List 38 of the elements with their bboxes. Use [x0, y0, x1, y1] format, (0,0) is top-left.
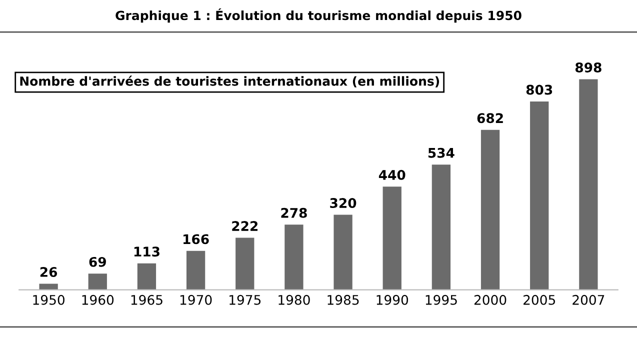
bar [236, 238, 254, 290]
bar [284, 224, 304, 290]
x-tick-label: 2000 [474, 294, 506, 305]
x-tick-label: 2007 [572, 294, 604, 305]
bar [334, 214, 352, 290]
bar [579, 79, 598, 290]
bar [432, 164, 451, 290]
x-tick-label: 1990 [376, 294, 408, 305]
x-tick-label: 1995 [426, 294, 457, 305]
x-tick-label: 1980 [278, 294, 310, 305]
bar [530, 101, 549, 290]
data-label: 166 [184, 234, 209, 244]
data-label: 69 [89, 256, 106, 267]
data-label: 113 [134, 246, 160, 257]
bar [480, 130, 500, 290]
data-label: 534 [428, 148, 454, 158]
x-tick-label: 1965 [131, 294, 162, 305]
x-tick-label: 1970 [180, 294, 212, 305]
chart-title: Graphique 1 : Évolution du tourisme mondial depuis 1950 [116, 8, 522, 23]
bar [382, 186, 402, 290]
bar [88, 274, 107, 290]
bar [137, 263, 156, 290]
x-tick-label: 1985 [328, 294, 359, 305]
bar [186, 250, 206, 290]
x-tick-label: 2005 [524, 294, 555, 305]
x-tick-label: 1950 [33, 294, 64, 305]
data-label: 898 [575, 62, 602, 72]
x-tick-label: 1975 [230, 294, 261, 305]
data-label: 222 [232, 221, 258, 231]
x-tick-label: 1960 [82, 294, 114, 305]
data-label: 278 [281, 208, 307, 218]
data-label: 320 [330, 198, 356, 208]
data-label: 26 [40, 267, 58, 277]
data-label: 803 [526, 84, 552, 95]
annotation: Nombre d'arrivées de touristes internationaux (en millions) [20, 76, 440, 88]
bar [39, 284, 58, 290]
data-label: 440 [378, 170, 406, 180]
data-label: 682 [477, 113, 503, 124]
